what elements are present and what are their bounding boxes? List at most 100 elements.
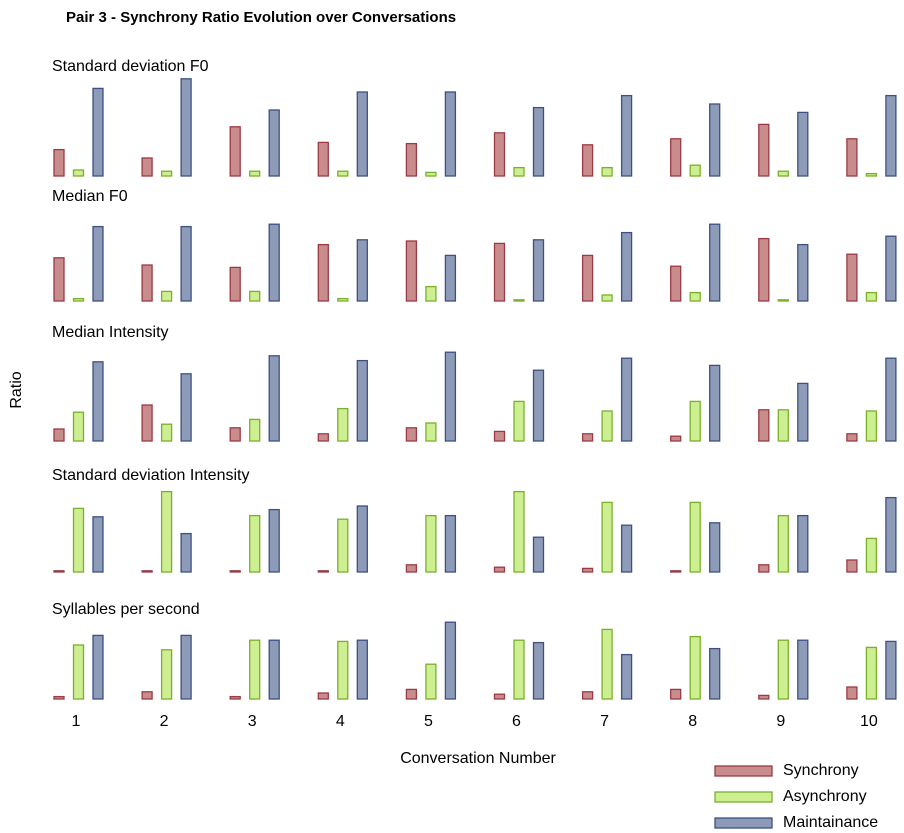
bar bbox=[160, 490, 173, 573]
bar bbox=[777, 409, 789, 442]
bar bbox=[92, 361, 104, 442]
x-tick-label: 4 bbox=[336, 713, 345, 730]
bar bbox=[337, 640, 349, 700]
bar bbox=[337, 297, 349, 302]
bar bbox=[337, 407, 349, 442]
bar bbox=[356, 505, 368, 573]
bar bbox=[493, 566, 506, 573]
bar bbox=[797, 382, 809, 442]
bar bbox=[865, 172, 878, 177]
bar bbox=[92, 87, 104, 177]
bar bbox=[581, 433, 594, 442]
bar bbox=[92, 634, 104, 700]
bar bbox=[758, 694, 770, 700]
bar bbox=[620, 524, 633, 573]
panel-title: Median Intensity bbox=[52, 324, 169, 341]
bar bbox=[846, 559, 858, 573]
bar bbox=[758, 237, 770, 302]
bar bbox=[601, 166, 613, 177]
bar bbox=[493, 242, 506, 302]
bar bbox=[141, 404, 153, 442]
bar bbox=[180, 373, 192, 442]
bar bbox=[865, 646, 878, 700]
bar bbox=[601, 628, 613, 700]
bar bbox=[92, 225, 104, 302]
bar bbox=[337, 518, 349, 573]
bar bbox=[317, 570, 329, 573]
bar bbox=[797, 514, 809, 573]
bar bbox=[249, 290, 261, 302]
bar bbox=[865, 291, 878, 302]
bar bbox=[229, 427, 241, 442]
bar bbox=[180, 78, 192, 177]
bar bbox=[709, 223, 721, 302]
x-tick-label: 1 bbox=[72, 713, 81, 730]
bar bbox=[72, 507, 85, 573]
bar bbox=[581, 254, 594, 302]
bar bbox=[846, 433, 858, 442]
bar bbox=[601, 501, 613, 573]
bar bbox=[268, 109, 280, 177]
bar bbox=[317, 433, 329, 442]
bar bbox=[689, 164, 701, 177]
bar bbox=[229, 695, 241, 700]
bar bbox=[405, 142, 418, 177]
bar bbox=[444, 621, 457, 700]
bar bbox=[493, 693, 506, 700]
bar bbox=[425, 514, 437, 573]
bar bbox=[620, 231, 633, 302]
bar bbox=[758, 564, 770, 573]
bar bbox=[620, 653, 633, 700]
bar bbox=[601, 410, 613, 442]
bar bbox=[670, 138, 682, 177]
bar bbox=[581, 567, 594, 573]
bar bbox=[268, 223, 280, 302]
bar bbox=[72, 411, 85, 442]
bar bbox=[493, 132, 506, 177]
bar bbox=[670, 435, 682, 442]
bar bbox=[425, 663, 437, 700]
bar bbox=[885, 357, 897, 442]
legend-label: Synchrony bbox=[783, 762, 859, 779]
bar bbox=[160, 170, 173, 177]
bar bbox=[249, 170, 261, 177]
bar bbox=[337, 170, 349, 177]
chart-title: Pair 3 - Synchrony Ratio Evolution over … bbox=[66, 9, 456, 26]
bar bbox=[425, 171, 437, 177]
bar bbox=[532, 536, 545, 573]
bar bbox=[160, 649, 173, 700]
bar bbox=[317, 692, 329, 700]
bar bbox=[709, 647, 721, 700]
bar bbox=[180, 634, 192, 700]
legend-swatch bbox=[714, 791, 773, 803]
bar bbox=[425, 285, 437, 302]
bar bbox=[444, 514, 457, 573]
x-tick-label: 10 bbox=[860, 713, 878, 730]
bar bbox=[885, 235, 897, 302]
bar bbox=[249, 418, 261, 442]
bar bbox=[229, 570, 241, 573]
bar bbox=[268, 508, 280, 573]
bar bbox=[777, 299, 789, 302]
bar bbox=[444, 91, 457, 177]
legend-label: Maintainance bbox=[783, 814, 878, 831]
x-tick-label: 9 bbox=[776, 713, 785, 730]
bar bbox=[92, 516, 104, 573]
bar bbox=[885, 640, 897, 700]
bar bbox=[581, 691, 594, 700]
panel-title: Standard deviation F0 bbox=[52, 58, 209, 75]
bar bbox=[160, 423, 173, 442]
bar bbox=[317, 141, 329, 177]
bar bbox=[689, 635, 701, 700]
bar bbox=[53, 148, 65, 177]
bar bbox=[620, 94, 633, 177]
bar bbox=[249, 514, 261, 573]
bar bbox=[777, 514, 789, 573]
bar bbox=[513, 299, 525, 302]
bar bbox=[689, 400, 701, 442]
panel-title: Median F0 bbox=[52, 188, 128, 205]
bar bbox=[846, 253, 858, 302]
bar bbox=[356, 91, 368, 177]
x-tick-label: 5 bbox=[424, 713, 433, 730]
